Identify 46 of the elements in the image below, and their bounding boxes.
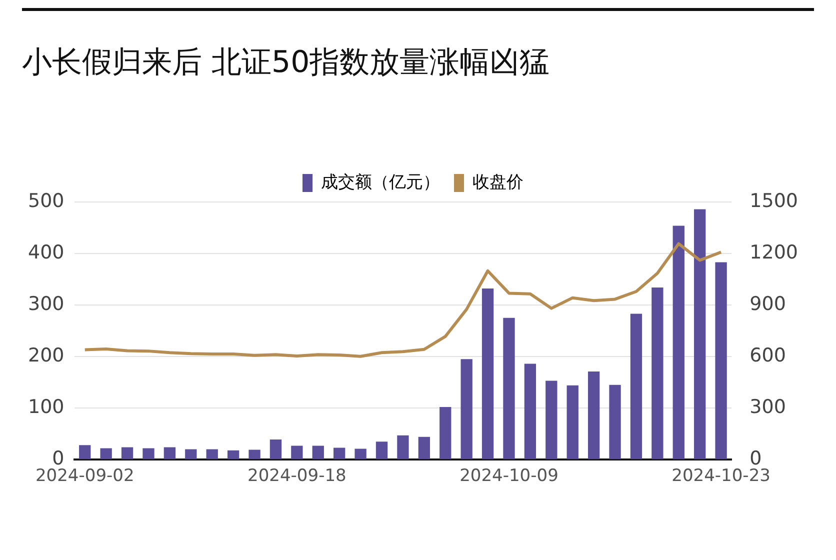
y-tick-label: 400 [28,241,64,264]
y-tick-label: 500 [28,190,64,212]
y-tick-label: 100 [28,396,64,418]
bar [227,450,240,460]
bar [482,288,494,460]
bar [142,448,154,460]
y2-tick-label: 1500 [750,190,798,212]
bar [609,384,621,460]
legend-label: 成交额（亿元） [321,172,440,192]
y2-tick-label: 300 [750,396,786,418]
bar [354,448,366,460]
bar [164,447,176,460]
bar [694,209,706,460]
bar [460,359,472,460]
bar [248,450,260,460]
bar [185,449,197,460]
y2-tick-label: 600 [750,344,786,366]
bar [206,449,218,460]
bar [715,262,727,460]
bar [546,380,558,460]
bar [121,447,134,460]
x-tick-label: 2024-10-09 [460,466,558,486]
bar [440,407,452,460]
y2-tick-label: 1200 [750,241,798,264]
y2-tick-label: 900 [750,292,786,315]
x-tick-label: 2024-09-18 [248,466,346,486]
bar [630,314,642,460]
bar [588,372,600,460]
bar [312,446,324,460]
legend-label: 收盘价 [472,172,524,192]
bar [652,288,664,460]
bar [503,318,515,460]
bar [79,445,91,460]
bar [672,226,684,460]
chart-title: 小长假归来后 北证50指数放量涨幅凶猛 [22,44,550,82]
bar [418,436,430,460]
y-tick-label: 200 [28,344,64,366]
bar [566,385,578,460]
bar [291,446,303,460]
bar [334,448,346,460]
bar [524,364,536,460]
y-tick-label: 300 [28,292,64,315]
bar [376,442,388,460]
bar [270,440,282,460]
bar [397,435,409,460]
bar [100,448,112,460]
